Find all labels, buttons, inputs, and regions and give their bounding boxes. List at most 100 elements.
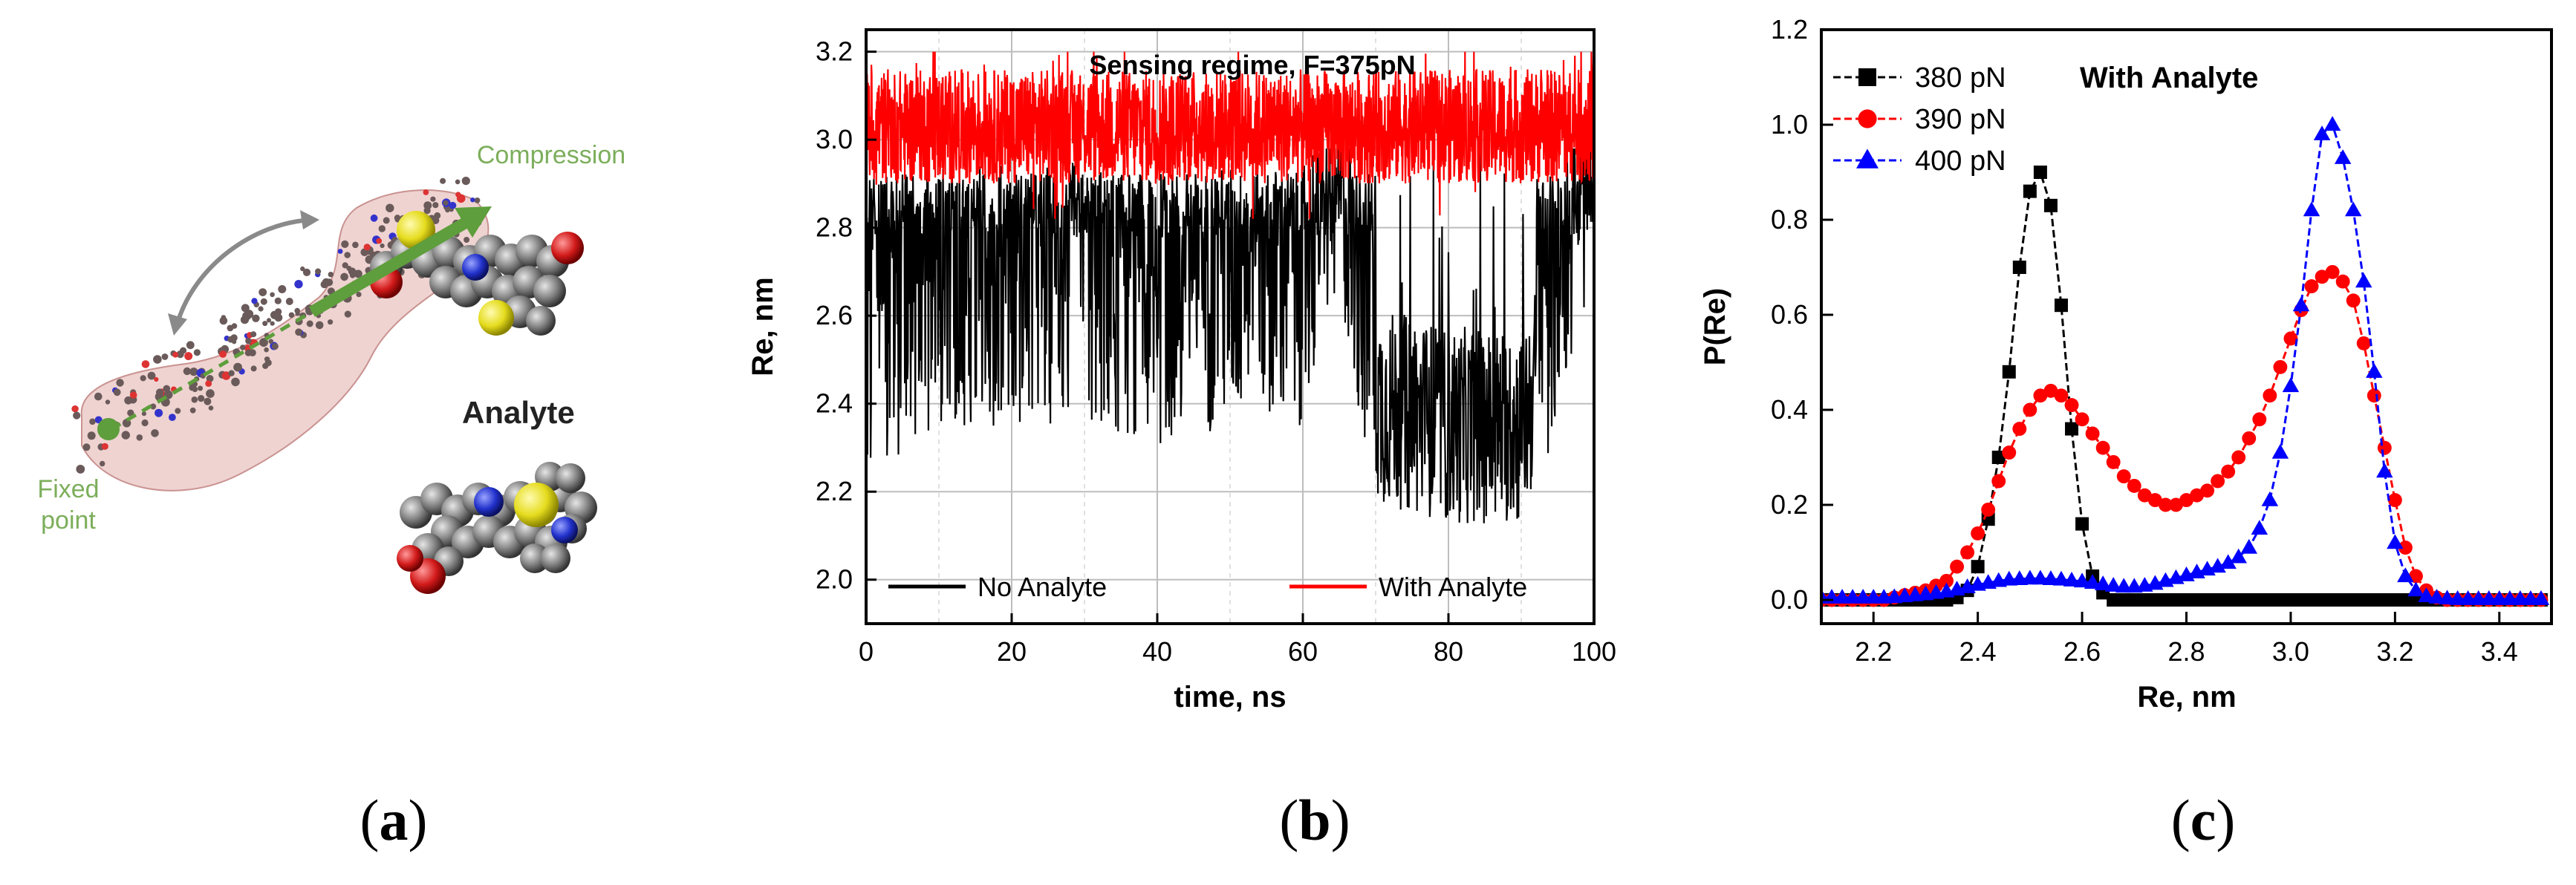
backbone-atom xyxy=(352,241,359,249)
c-series-line-380-pN xyxy=(1821,169,2541,601)
backbone-atom xyxy=(189,407,196,414)
c-point xyxy=(2240,538,2258,554)
c-point xyxy=(2346,293,2361,308)
backbone-atom xyxy=(208,405,214,411)
rotation-arrow-head-top xyxy=(300,210,319,229)
backbone-atom xyxy=(259,338,268,347)
backbone-atom xyxy=(156,388,163,396)
backbone-atom xyxy=(423,207,431,215)
c-point xyxy=(2356,336,2371,350)
c-point xyxy=(2378,593,2392,607)
c-point xyxy=(2305,593,2319,607)
c-point xyxy=(2064,398,2079,413)
c-point xyxy=(2294,593,2308,607)
c-point xyxy=(2407,581,2424,597)
b-series xyxy=(866,51,1594,523)
c-point xyxy=(2376,463,2393,478)
c-point xyxy=(2221,593,2235,607)
backbone-atom xyxy=(346,266,352,271)
backbone-atom xyxy=(337,249,343,254)
c-xtick-label: 3.4 xyxy=(2481,636,2518,667)
c-point xyxy=(2292,296,2310,312)
c-point xyxy=(2107,593,2121,607)
c-point xyxy=(2012,422,2027,437)
c-point xyxy=(2387,493,2402,508)
c-point xyxy=(2418,587,2435,602)
c-point xyxy=(2138,593,2152,607)
backbone-atom xyxy=(423,189,429,195)
backbone-atom xyxy=(370,214,378,222)
c-point xyxy=(2346,593,2361,607)
caption-b: (b) xyxy=(1279,788,1350,852)
point-label: point xyxy=(41,506,96,535)
c-point xyxy=(2032,569,2049,585)
backbone-atom xyxy=(288,312,295,319)
backbone-atom xyxy=(430,196,436,202)
backbone-atom xyxy=(340,272,348,281)
backbone-atom xyxy=(262,321,268,327)
backbone-atom xyxy=(344,310,351,318)
c-point xyxy=(2242,431,2257,445)
b-legend: No Analyte With Analyte xyxy=(888,572,1527,602)
c-point xyxy=(2158,497,2173,512)
backbone-atom xyxy=(300,266,305,272)
c-point xyxy=(2023,402,2037,417)
backbone-atom xyxy=(470,197,475,203)
backbone-atom xyxy=(251,298,258,304)
fixed-point-marker xyxy=(97,418,120,440)
c-point xyxy=(1971,560,1985,574)
c-series-line-400-pN xyxy=(1821,123,2541,601)
c-legend-label: 390 pN xyxy=(1915,104,2006,135)
backbone-atom xyxy=(322,278,331,287)
backbone-atom xyxy=(198,395,205,402)
backbone-atom xyxy=(89,418,96,425)
molecule-atom xyxy=(462,254,489,281)
c-point xyxy=(2200,593,2214,607)
backbone-atom xyxy=(154,376,159,382)
c-point xyxy=(1991,451,2006,464)
b-ytick-label: 2.2 xyxy=(816,476,853,506)
backbone-atom xyxy=(221,315,227,320)
c-point xyxy=(2073,572,2091,588)
analyte-atom xyxy=(551,517,578,543)
analyte-atom xyxy=(397,545,423,572)
backbone-atom xyxy=(271,343,279,350)
c-point xyxy=(2127,593,2141,607)
c-point xyxy=(2085,426,2100,441)
c-point xyxy=(2042,570,2060,585)
c-point xyxy=(2116,469,2131,484)
c-point xyxy=(2075,412,2089,427)
molecule-atom xyxy=(551,232,584,264)
c-point xyxy=(2231,450,2246,465)
b-xlabel: time, ns xyxy=(1174,681,1286,713)
backbone-atom xyxy=(116,379,124,387)
b-xtick-label: 60 xyxy=(1288,636,1318,667)
backbone-atom xyxy=(432,202,439,209)
b-xtick-label: 20 xyxy=(997,636,1027,667)
backbone-atom xyxy=(250,365,257,372)
backbone-atom xyxy=(294,280,303,289)
b-xtick-label: 40 xyxy=(1142,636,1172,667)
backbone-atom xyxy=(94,392,103,401)
backbone-atom xyxy=(124,396,133,405)
c-series xyxy=(1821,116,2550,607)
backbone-atom xyxy=(245,338,252,344)
molecule-atom xyxy=(526,306,556,336)
c-point xyxy=(2033,388,2048,403)
c-point xyxy=(2261,491,2279,506)
b-ytick-label: 2.0 xyxy=(816,564,853,595)
c-ytick-label: 0.6 xyxy=(1771,299,1808,330)
c-point xyxy=(2335,274,2350,289)
backbone-atom xyxy=(270,310,279,319)
backbone-atom xyxy=(258,306,264,312)
b-ytick-label: 2.4 xyxy=(816,388,853,419)
backbone-atom xyxy=(205,380,212,387)
c-point xyxy=(2012,261,2026,274)
backbone-atom xyxy=(449,201,457,209)
c-point xyxy=(2211,474,2225,489)
c-point xyxy=(2065,422,2079,436)
backbone-atom xyxy=(140,375,146,382)
c-point xyxy=(2231,593,2245,607)
backbone-atom xyxy=(240,344,246,350)
analyte-atom xyxy=(556,463,585,493)
